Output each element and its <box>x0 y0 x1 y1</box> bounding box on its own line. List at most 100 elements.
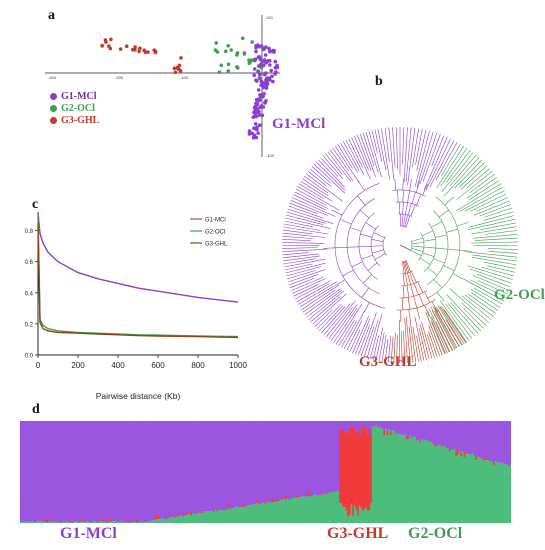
structure-bar <box>160 421 163 519</box>
ld-series-G1-MCl <box>37 211 239 303</box>
tree-tip <box>308 290 345 320</box>
structure-bar <box>455 451 458 457</box>
tree-tip <box>387 335 392 363</box>
structure-bar <box>396 421 399 434</box>
pca-point-g1 <box>260 59 265 64</box>
tree-tip <box>328 307 353 340</box>
pca-point-g1 <box>256 131 260 135</box>
structure-label-g3: G3-GHL <box>327 525 389 542</box>
tree-branch <box>402 261 405 274</box>
structure-bar <box>280 499 283 523</box>
tree-tip <box>282 239 311 241</box>
structure-bar <box>222 421 225 511</box>
structure-bar <box>342 429 345 508</box>
tree-tip <box>384 127 390 163</box>
tree-tip <box>295 188 327 206</box>
structure-bar <box>417 421 420 440</box>
tree-branch <box>323 247 336 249</box>
tree-tip <box>449 154 477 187</box>
tree-tip <box>327 151 352 182</box>
structure-bar <box>132 522 135 523</box>
structure-bar <box>494 461 497 523</box>
structure-bar <box>224 421 227 510</box>
tree-tip <box>473 287 503 305</box>
structure-bar <box>208 421 211 511</box>
structure-bar <box>429 421 432 442</box>
tree-tip <box>349 329 361 352</box>
structure-bar <box>232 421 235 509</box>
structure-bar <box>419 421 422 441</box>
tree-tip <box>436 145 465 189</box>
tree-branch <box>431 221 443 228</box>
pca-point-g2 <box>226 69 231 73</box>
structure-bar <box>146 521 149 523</box>
panel-label-b: b <box>375 74 383 89</box>
tree-tip <box>444 309 467 343</box>
structure-bar <box>131 421 134 520</box>
tree-branch <box>411 271 417 283</box>
structure-bar <box>427 442 430 523</box>
structure-bar <box>131 521 134 523</box>
tree-branch <box>407 190 410 203</box>
structure-bar <box>216 508 219 512</box>
structure-bar <box>389 421 392 432</box>
structure-bar <box>406 421 409 436</box>
structure-bar <box>252 421 255 506</box>
structure-bar <box>491 421 494 462</box>
ld-y-tick-label: 0.0 <box>25 354 34 360</box>
structure-bar <box>368 510 371 523</box>
structure-bar <box>232 508 235 523</box>
structure-bar <box>483 421 486 458</box>
tree-tip <box>455 183 502 212</box>
tree-tip <box>487 265 515 273</box>
tree-tip <box>484 230 518 235</box>
pca-point-g1 <box>255 79 259 83</box>
structure-bar <box>434 444 437 447</box>
structure-bar <box>389 431 392 436</box>
structure-bar <box>366 510 370 523</box>
structure-bar <box>365 428 368 508</box>
pca-points <box>100 36 280 140</box>
structure-bar <box>306 421 309 497</box>
tree-tip <box>469 193 507 212</box>
pca-point-g1 <box>256 43 260 47</box>
structure-bar <box>268 501 271 523</box>
structure-bar <box>402 435 406 523</box>
tree-tip <box>445 319 463 346</box>
structure-bar <box>455 421 458 452</box>
structure-bar <box>404 434 407 523</box>
tree-tip <box>459 186 503 212</box>
panel-label-d: d <box>32 402 40 417</box>
structure-bar <box>347 516 350 523</box>
tree-tip <box>474 237 518 241</box>
structure-bar <box>445 448 448 523</box>
tree-tip <box>340 142 358 173</box>
structure-bar <box>409 421 412 436</box>
tree-tip <box>287 269 326 283</box>
structure-bar <box>245 506 248 523</box>
structure-bar <box>478 421 481 458</box>
structure-bar <box>236 506 239 523</box>
structure-bar <box>196 514 199 523</box>
tree-branch <box>331 209 343 216</box>
tree-tip <box>469 174 495 194</box>
tree-branch <box>418 294 424 306</box>
structure-bar <box>254 421 257 505</box>
tree-tip <box>390 336 394 363</box>
structure-bar <box>291 421 294 498</box>
structure-bar <box>157 519 160 523</box>
structure-bar <box>229 509 232 523</box>
structure-bar <box>198 512 201 523</box>
structure-bar <box>337 492 340 523</box>
structure-bar <box>98 421 101 522</box>
structure-bar <box>226 509 229 523</box>
structure-bar <box>247 421 250 506</box>
structure-bar <box>450 421 453 450</box>
structure-bar <box>157 514 160 520</box>
tree-tip <box>360 312 377 357</box>
structure-bar <box>132 421 135 523</box>
structure-bar <box>340 430 343 504</box>
structure-bar <box>276 501 279 523</box>
structure-bar <box>219 421 222 511</box>
pca-point-g1 <box>253 122 258 126</box>
